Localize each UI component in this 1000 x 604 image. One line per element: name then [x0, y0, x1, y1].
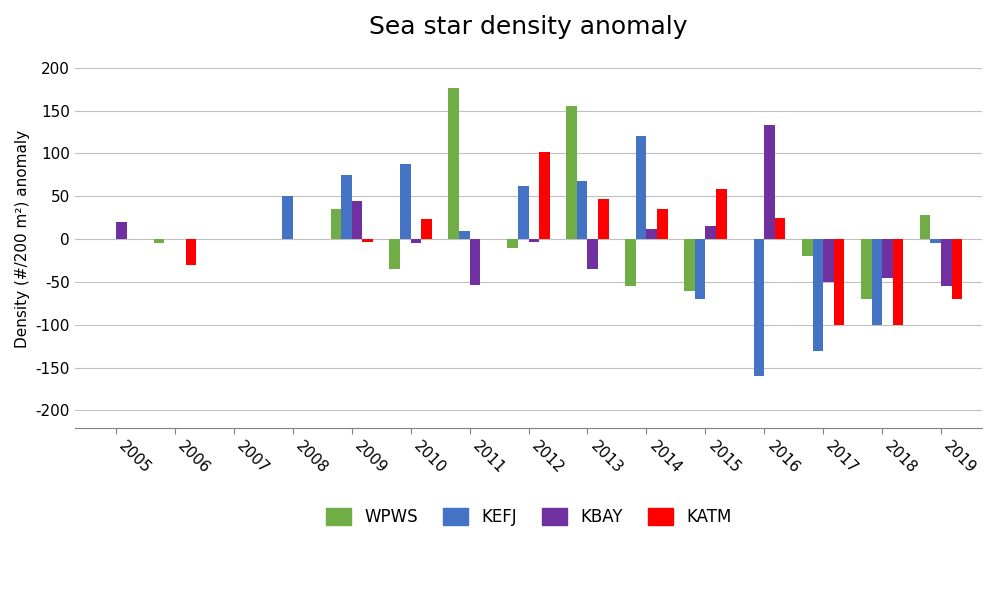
Bar: [470, 239, 480, 284]
Bar: [813, 239, 823, 350]
Bar: [529, 239, 539, 242]
Bar: [861, 239, 872, 299]
Bar: [684, 239, 695, 291]
Bar: [116, 222, 127, 239]
Bar: [389, 239, 400, 269]
Bar: [775, 217, 785, 239]
Bar: [823, 239, 834, 282]
Bar: [636, 137, 646, 239]
Bar: [754, 239, 764, 376]
Bar: [893, 239, 903, 325]
Bar: [518, 186, 529, 239]
Bar: [625, 239, 636, 286]
Bar: [802, 239, 813, 256]
Y-axis label: Density (#/200 m²) anomaly: Density (#/200 m²) anomaly: [15, 130, 30, 348]
Legend: WPWS, KEFJ, KBAY, KATM: WPWS, KEFJ, KBAY, KATM: [319, 501, 738, 532]
Bar: [154, 239, 164, 243]
Bar: [920, 215, 930, 239]
Bar: [577, 181, 587, 239]
Bar: [646, 229, 657, 239]
Bar: [331, 209, 341, 239]
Bar: [362, 239, 373, 242]
Bar: [872, 239, 882, 325]
Bar: [598, 199, 609, 239]
Bar: [352, 201, 362, 239]
Bar: [941, 239, 952, 286]
Bar: [421, 219, 432, 239]
Bar: [882, 239, 893, 278]
Bar: [657, 209, 668, 239]
Bar: [448, 88, 459, 239]
Bar: [716, 190, 727, 239]
Bar: [341, 175, 352, 239]
Bar: [705, 226, 716, 239]
Bar: [952, 239, 962, 299]
Bar: [186, 239, 196, 265]
Bar: [587, 239, 598, 269]
Bar: [507, 239, 518, 248]
Bar: [400, 164, 411, 239]
Title: Sea star density anomaly: Sea star density anomaly: [369, 15, 688, 39]
Bar: [411, 239, 421, 243]
Bar: [459, 231, 470, 239]
Bar: [834, 239, 844, 325]
Bar: [695, 239, 705, 299]
Bar: [566, 106, 577, 239]
Bar: [764, 125, 775, 239]
Bar: [282, 196, 293, 239]
Bar: [539, 152, 550, 239]
Bar: [930, 239, 941, 243]
